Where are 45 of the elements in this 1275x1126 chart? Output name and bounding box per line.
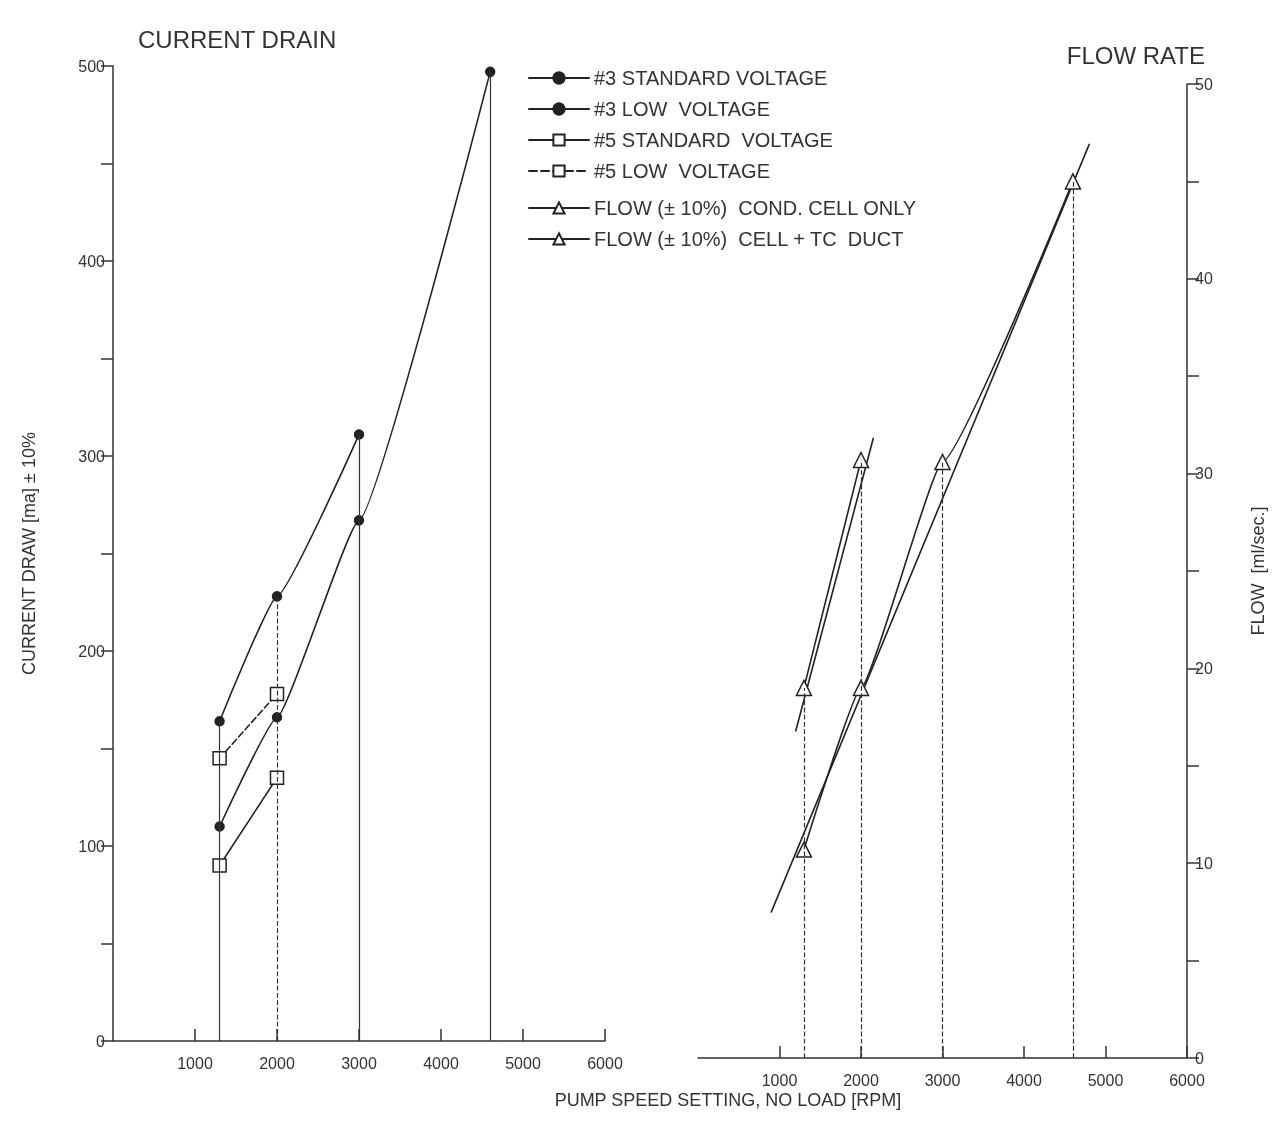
chart-title: CURRENT DRAIN [138, 25, 337, 53]
point [484, 66, 496, 78]
chart-title: FLOW RATE [1066, 41, 1206, 69]
x-tick-label: 6000 [587, 1054, 623, 1072]
point [353, 429, 365, 440]
y-axis-title: FLOW [ml/sec.] [1248, 506, 1268, 636]
x-tick-label: 5000 [505, 1054, 541, 1072]
x-tick-label: 4000 [423, 1054, 459, 1072]
legend-label: #5 STANDARD VOLTAGE [594, 129, 833, 151]
point [214, 715, 225, 727]
x-tick-label: 2000 [259, 1054, 295, 1072]
y-axis-title: CURRENT DRAW [ma] ± 10% [19, 432, 39, 675]
x-tick-label: 6000 [1169, 1071, 1205, 1089]
y-tick-label: 40 [1195, 270, 1213, 288]
legend-label: FLOW (± 10%) COND. CELL ONLY [594, 197, 917, 219]
x-tick-label: 5000 [1087, 1071, 1124, 1089]
y-tick-label: 400 [78, 252, 106, 270]
point [934, 453, 951, 471]
point [212, 751, 227, 766]
y-tick-label: 100 [78, 837, 106, 855]
y-tick-label: 200 [78, 642, 106, 660]
x-tick-label: 1000 [761, 1071, 798, 1089]
x-tick-label: 4000 [1006, 1071, 1042, 1089]
y-tick-label: 0 [1195, 1049, 1204, 1067]
y-tick-label: 20 [1195, 659, 1213, 677]
legend-label: #3 STANDARD VOLTAGE [594, 67, 828, 89]
x-axis-title: PUMP SPEED SETTING, NO LOAD [RPM] [553, 1090, 903, 1111]
legend-label: #3 LOW VOLTAGE [594, 98, 770, 120]
point [1064, 173, 1082, 190]
point [212, 858, 227, 873]
point [271, 591, 283, 602]
legend-label: FLOW (± 10%) CELL + TC DUCT [594, 228, 904, 250]
y-tick-label: 30 [1195, 465, 1213, 483]
x-tick-label: 1000 [177, 1054, 213, 1072]
x-tick-label: 2000 [843, 1071, 879, 1089]
y-tick-label: 500 [78, 57, 106, 75]
legend-label: #5 LOW VOLTAGE [594, 160, 770, 182]
point [269, 686, 285, 702]
y-tick-label: 0 [96, 1032, 106, 1050]
x-tick-label: 3000 [924, 1071, 961, 1089]
x-tick-label: 3000 [341, 1054, 377, 1072]
point [795, 841, 813, 858]
y-tick-label: 50 [1195, 75, 1213, 93]
y-tick-label: 300 [78, 447, 106, 465]
y-tick-label: 10 [1195, 854, 1213, 872]
